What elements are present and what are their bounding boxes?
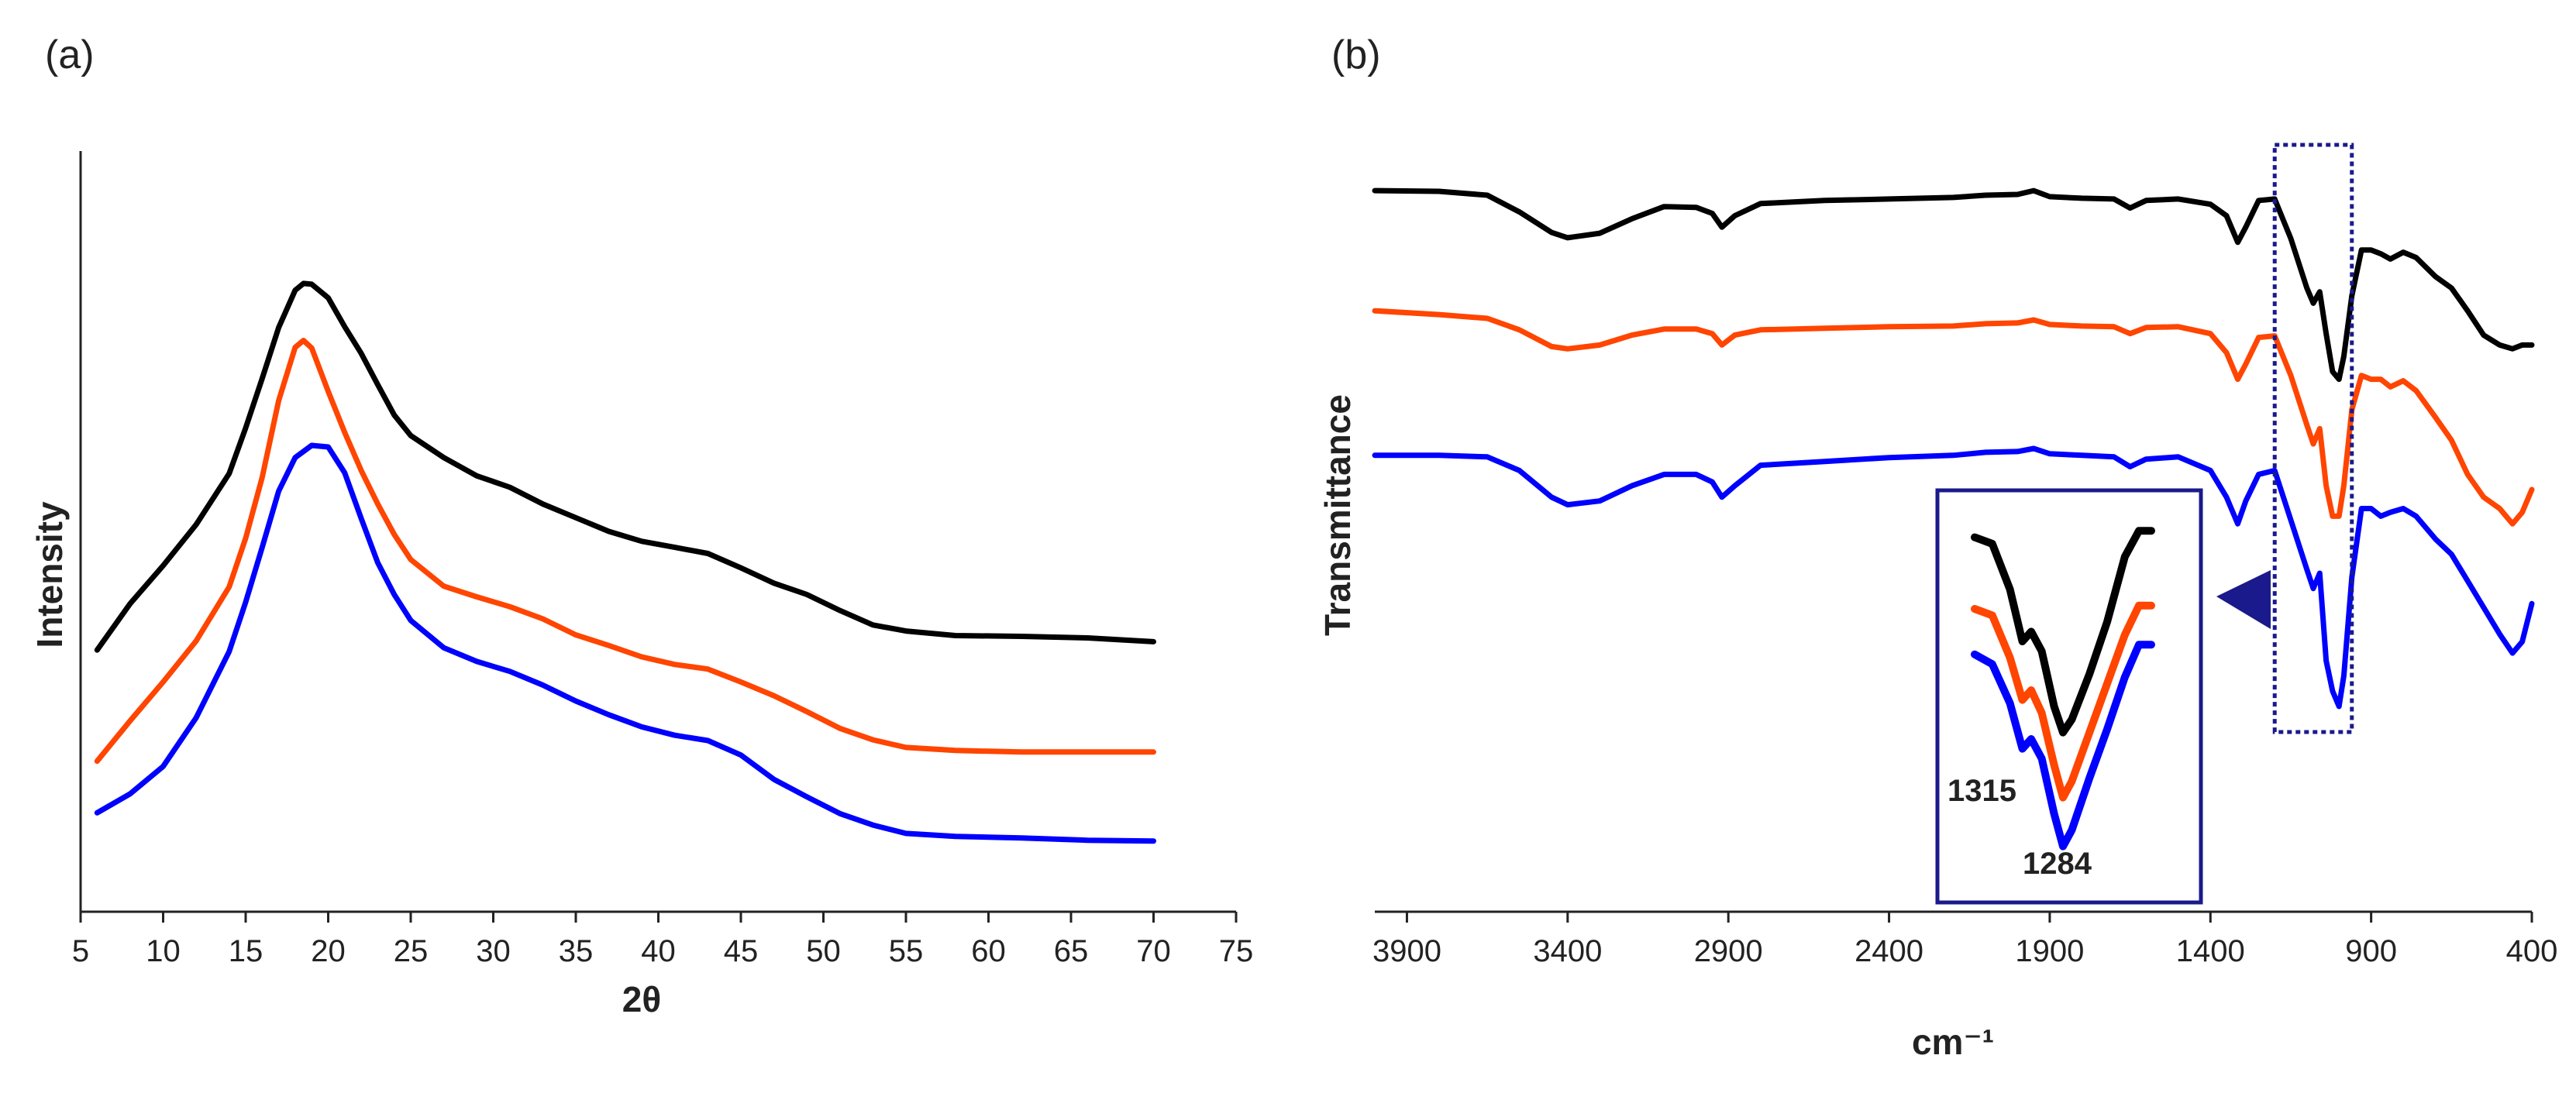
ftir-x-axis-title: cm⁻¹: [1912, 1022, 1994, 1062]
xrd-x-tick-label: 15: [229, 934, 263, 968]
ftir-x-tick-label: 400: [2506, 934, 2558, 968]
xrd-x-tick-label: 70: [1136, 934, 1171, 968]
xrd-series-orange: [94, 338, 1156, 765]
ftir-x-tick-label: 2900: [1694, 934, 1763, 968]
xrd-x-tick-label: 60: [971, 934, 1006, 968]
ftir-series-black: [1372, 187, 2535, 383]
ftir-x-tick-label: 900: [2345, 934, 2397, 968]
xrd-x-tick-label: 20: [311, 934, 346, 968]
xrd-x-tick-label: 65: [1054, 934, 1089, 968]
inset-series-group: [1971, 527, 2155, 851]
xrd-y-axis-title: Intensity: [29, 501, 70, 648]
xrd-x-axis-title: 2θ: [622, 979, 661, 1019]
xrd-x-ticks: 5 10 15 20 25 30 35 40 45 50 55 60 65 70 75: [72, 912, 1253, 968]
xrd-x-tick-label: 75: [1219, 934, 1254, 968]
inset-series-black: [1971, 527, 2155, 737]
ftir-x-tick-label: 3900: [1372, 934, 1441, 968]
xrd-series-black: [94, 280, 1156, 653]
xrd-x-tick-label: 25: [394, 934, 429, 968]
panel-a-label: (a): [45, 33, 95, 77]
ftir-y-axis-title: Transmittance: [1317, 394, 1358, 636]
xrd-x-tick-label: 45: [724, 934, 759, 968]
ftir-x-tick-label: 1400: [2176, 934, 2245, 968]
ftir-series-group: [1372, 187, 2535, 710]
ftir-x-tick-label: 1900: [2015, 934, 2084, 968]
ftir-x-tick-label: 2400: [1855, 934, 1923, 968]
ftir-x-tick-label: 3400: [1533, 934, 1602, 968]
inset-label-1284: 1284: [2023, 847, 2092, 881]
inset-series-blue: [1971, 641, 2155, 851]
ftir-panel: (b) 3900 3400 2900 2400 1900 1400 900 400 1315 …: [1317, 33, 2557, 1062]
xrd-series-group: [94, 280, 1156, 844]
xrd-x-tick-label: 55: [889, 934, 924, 968]
xrd-x-tick-label: 10: [146, 934, 181, 968]
xrd-x-tick-label: 40: [641, 934, 676, 968]
inset-series-orange: [1971, 601, 2155, 802]
highlight-region-box: [2272, 143, 2354, 734]
panel-b-label: (b): [1331, 33, 1381, 77]
inset-pointer-arrow: [2216, 570, 2271, 629]
ftir-series-blue: [1372, 445, 2535, 710]
xrd-series-blue: [94, 442, 1156, 844]
xrd-panel: (a) 5 10 15 20 25 30 35 40 45 50 55 60 65 70 75 2θ Int…: [29, 33, 1253, 1019]
inset-frame: [1935, 488, 2203, 905]
xrd-x-tick-label: 5: [72, 934, 89, 968]
xrd-x-tick-label: 50: [806, 934, 841, 968]
xrd-x-tick-label: 30: [476, 934, 511, 968]
inset-label-1315: 1315: [1947, 774, 2016, 808]
xrd-x-tick-label: 35: [559, 934, 594, 968]
ftir-x-ticks: 3900 3400 2900 2400 1900 1400 900 400: [1372, 912, 2557, 968]
ftir-series-orange: [1372, 308, 2535, 527]
